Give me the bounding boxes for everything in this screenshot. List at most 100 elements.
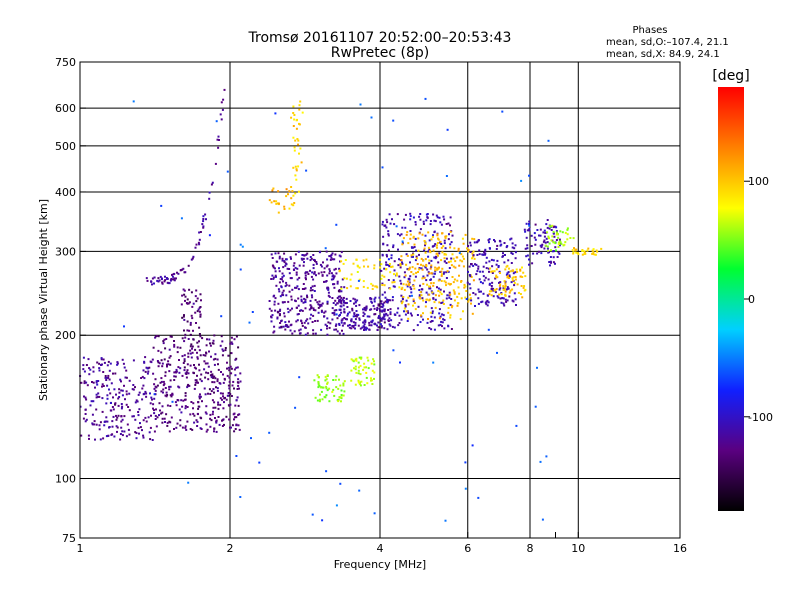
echo-point (221, 348, 224, 351)
echo-point (268, 431, 271, 434)
echo-point (393, 260, 396, 263)
echo-point (295, 168, 298, 171)
echo-point (149, 426, 152, 429)
echo-point (285, 195, 288, 198)
echo-point (299, 332, 302, 335)
echo-point (441, 325, 443, 328)
echo-point (224, 396, 226, 399)
echo-point (381, 220, 384, 223)
echo-point (121, 405, 124, 408)
echo-point (153, 282, 155, 285)
echo-point (220, 101, 223, 104)
echo-point (569, 237, 572, 239)
echo-point (351, 325, 354, 327)
echo-point (338, 308, 341, 311)
echo-point (349, 278, 352, 281)
echo-point (429, 223, 432, 226)
echo-point (401, 298, 404, 301)
echo-point (108, 369, 111, 372)
echo-point (409, 215, 412, 218)
echo-point (95, 380, 98, 383)
echo-point (389, 222, 392, 225)
echo-point (550, 261, 552, 264)
echo-point (313, 271, 316, 274)
echo-point (192, 338, 195, 341)
echo-point (222, 98, 225, 101)
echo-point (123, 384, 125, 387)
echo-point (560, 242, 563, 245)
echo-point (103, 424, 106, 427)
echo-point (581, 249, 584, 252)
echo-point (330, 254, 333, 256)
echo-point (387, 299, 390, 302)
echo-point (417, 249, 420, 252)
echo-point (333, 311, 336, 314)
echo-point (154, 378, 157, 381)
echo-point (303, 254, 306, 257)
echo-point (393, 273, 395, 276)
echo-point (304, 301, 307, 304)
echo-point (295, 271, 298, 274)
echo-point (555, 233, 558, 236)
echo-point (201, 400, 203, 403)
echo-point (226, 367, 228, 370)
echo-point (444, 237, 447, 240)
echo-point (398, 314, 401, 317)
echo-point (439, 288, 442, 291)
echo-point (96, 361, 99, 364)
echo-point (351, 309, 354, 312)
echo-point (502, 285, 505, 288)
echo-point (508, 295, 511, 298)
echo-point (418, 267, 421, 270)
echo-point (448, 267, 451, 269)
echo-point (510, 262, 513, 264)
echo-point (211, 181, 214, 184)
echo-point (145, 366, 148, 369)
echo-point (528, 258, 530, 261)
echo-point (271, 314, 274, 317)
echo-point (310, 313, 313, 316)
echo-point (426, 321, 429, 324)
echo-point (306, 252, 309, 255)
echo-point (153, 387, 156, 390)
echo-point (413, 279, 416, 282)
echo-point (438, 266, 440, 269)
echo-point (429, 320, 432, 323)
echo-point (226, 374, 229, 377)
echo-point (385, 313, 388, 316)
echo-point (438, 308, 441, 311)
echo-point (438, 294, 441, 297)
echo-point (512, 272, 515, 275)
echo-point (543, 247, 546, 250)
echo-point (412, 304, 414, 307)
echo-point (554, 262, 556, 265)
echo-point (387, 258, 390, 261)
echo-point (596, 250, 599, 253)
echo-point (478, 249, 481, 252)
echo-point (427, 255, 430, 258)
echo-point (386, 298, 389, 301)
echo-point (289, 329, 292, 332)
echo-point (179, 419, 182, 422)
echo-point (410, 291, 413, 294)
echo-point (409, 261, 411, 264)
echo-point (105, 402, 108, 405)
echo-point (236, 396, 239, 399)
echo-point (525, 222, 528, 225)
echo-point (312, 332, 315, 335)
echo-point (161, 417, 164, 420)
echo-point (363, 313, 366, 316)
echo-point (92, 381, 95, 384)
echo-point (233, 338, 236, 341)
echo-point (310, 257, 313, 260)
echo-point (95, 381, 98, 384)
echo-point (222, 395, 224, 398)
echo-point (370, 379, 373, 382)
echo-point (150, 396, 153, 399)
echo-point (188, 384, 191, 387)
echo-point (376, 309, 378, 311)
echo-point (288, 272, 291, 275)
echo-point (440, 270, 443, 273)
echo-point (112, 396, 114, 399)
echo-point (450, 241, 453, 244)
